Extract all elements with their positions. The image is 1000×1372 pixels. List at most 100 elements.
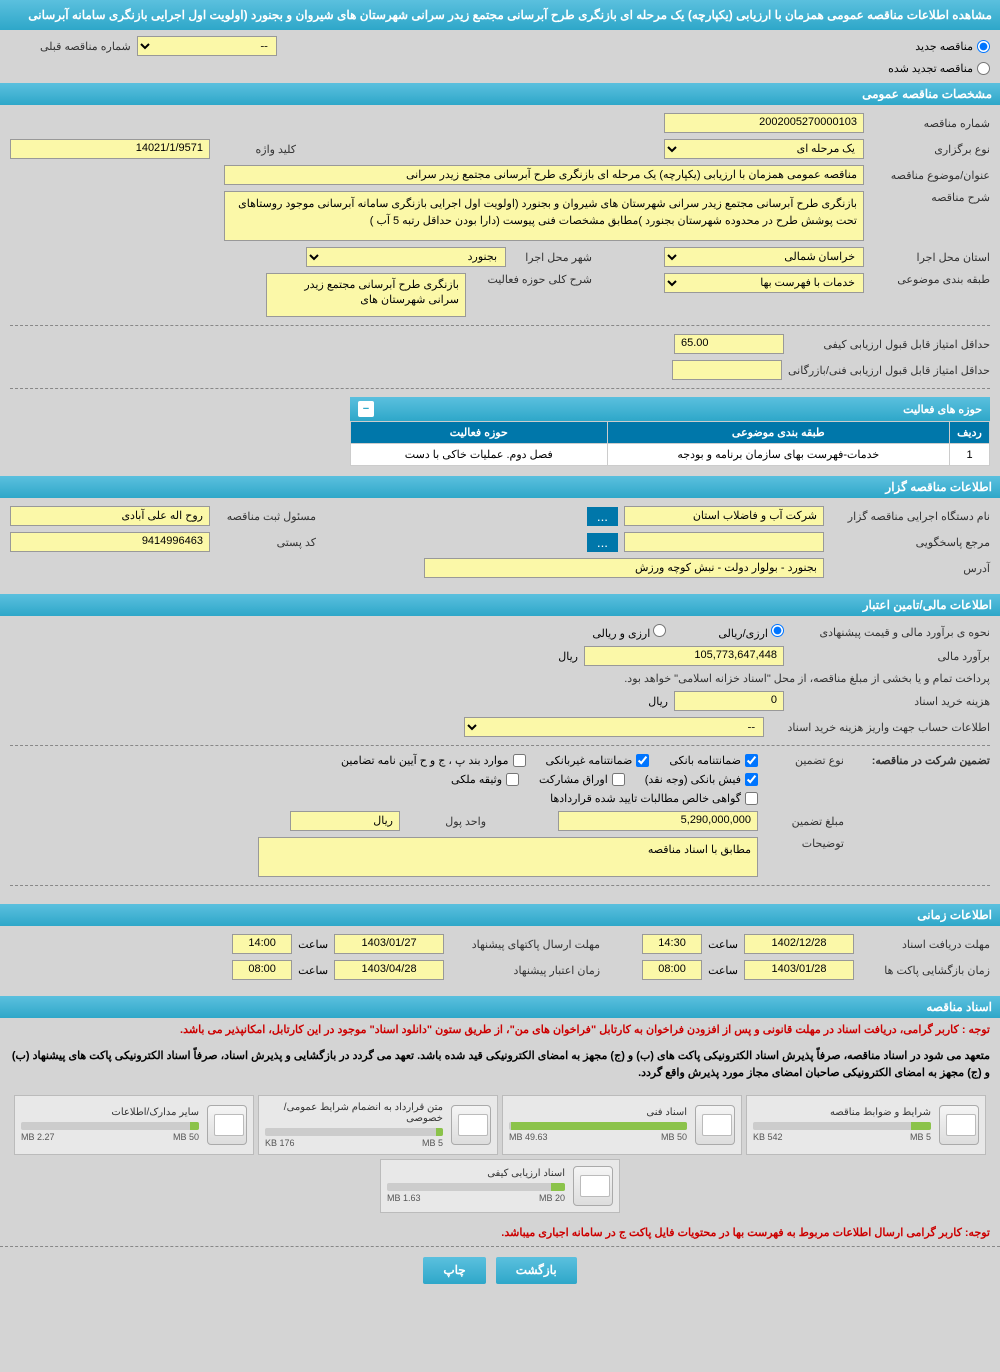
- subject-label: عنوان/موضوع مناقصه: [870, 169, 990, 182]
- folder-icon: [695, 1105, 735, 1145]
- folder-icon: [573, 1166, 613, 1206]
- receipt-time: 14:30: [642, 934, 702, 954]
- doc-cost-label: هزینه خرید اسناد: [790, 695, 990, 708]
- org-field: شرکت آب و فاضلاب استان: [624, 506, 824, 526]
- prev-tender-label: شماره مناقصه قبلی: [40, 40, 131, 53]
- min-quality-label: حداقل امتیاز قابل قبول ارزیابی کیفی: [790, 338, 990, 351]
- desc-field: بازنگری طرح آبرسانی مجتمع زیدر سرانی شهر…: [224, 191, 864, 241]
- estimate-field: 105,773,647,448: [584, 646, 784, 666]
- guarantee-desc-field: مطابق با اسناد مناقصه: [258, 837, 758, 877]
- doc-cost-field: 0: [674, 691, 784, 711]
- doc-card-3[interactable]: متن قرارداد به انضمام شرایط عمومی/خصوصی …: [258, 1095, 498, 1155]
- rial-radio[interactable]: ارزی/ریالی: [718, 624, 784, 640]
- doc-card-5[interactable]: اسناد ارزیابی کیفی 20 MB1.63 MB: [380, 1159, 620, 1213]
- print-button[interactable]: چاپ: [423, 1257, 485, 1284]
- min-tech-label: حداقل امتیاز قابل قبول ارزیابی فنی/بازرگ…: [788, 364, 990, 377]
- section-financial: اطلاعات مالی/تامین اعتبار: [0, 594, 1000, 616]
- guarantee-amount-field: 5,290,000,000: [558, 811, 758, 831]
- activity-table: ردیف طبقه بندی موضوعی حوزه فعالیت 1 خدما…: [350, 421, 990, 466]
- validity-time: 08:00: [232, 960, 292, 980]
- payment-note: پرداخت تمام و یا بخشی از مبلغ مناقصه، از…: [624, 672, 990, 685]
- prev-tender-select[interactable]: --: [137, 36, 277, 56]
- estimate-label: برآورد مالی: [790, 650, 990, 663]
- category-select[interactable]: خدمات با فهرست بها: [664, 273, 864, 293]
- doc-card-4[interactable]: سایر مدارک/اطلاعات 50 MB2.27 MB: [14, 1095, 254, 1155]
- guarantee-opt6[interactable]: وثیقه ملکی: [451, 773, 519, 786]
- page-title: مشاهده اطلاعات مناقصه عمومی همزمان با ار…: [0, 0, 1000, 30]
- account-select[interactable]: --: [464, 717, 764, 737]
- min-tech-field: [672, 360, 782, 380]
- activity-scope-label: شرح کلی حوزه فعالیت: [472, 273, 592, 286]
- account-label: اطلاعات حساب جهت واریز هزینه خرید اسناد: [770, 721, 990, 734]
- address-field: بجنورد - بولوار دولت - نبش کوچه ورزش: [424, 558, 824, 578]
- opening-date: 1403/01/28: [744, 960, 854, 980]
- guarantee-opt7[interactable]: گواهی خالص مطالبات تایید شده قراردادها: [550, 792, 758, 805]
- ref-field: [624, 532, 824, 552]
- validity-label: زمان اعتبار پیشنهاد: [450, 964, 600, 977]
- postal-label: کد پستی: [216, 536, 316, 549]
- folder-icon: [451, 1105, 491, 1145]
- opening-label: زمان بازگشایی پاکت ها: [860, 964, 990, 977]
- docs-note1: توجه : کاربر گرامی، دریافت اسناد در مهلت…: [0, 1018, 1000, 1044]
- guarantee-type-label: نوع تضمین: [764, 754, 844, 767]
- section-timing: اطلاعات زمانی: [0, 904, 1000, 926]
- doc-card-1[interactable]: شرایط و ضوابط مناقصه 5 MB542 KB: [746, 1095, 986, 1155]
- guarantee-unit-label: واحد پول: [406, 815, 486, 828]
- renewed-tender-radio[interactable]: مناقصه تجدید شده: [888, 62, 990, 75]
- guarantee-opt2[interactable]: ضمانتنامه غیربانکی: [546, 754, 650, 767]
- keyword-field: 14021/1/9571: [10, 139, 210, 159]
- reg-field: روح اله علی آبادی: [10, 506, 210, 526]
- holding-type-select[interactable]: یک مرحله ای: [664, 139, 864, 159]
- guarantee-desc-label: توضیحات: [764, 837, 844, 850]
- docs-note3: توجه: کاربر گرامی ارسال اطلاعات مربوط به…: [0, 1221, 1000, 1247]
- min-quality-field: 65.00: [674, 334, 784, 354]
- guarantee-unit-field: ریال: [290, 811, 400, 831]
- guarantee-amount-label: مبلغ تضمین: [764, 815, 844, 828]
- section-general: مشخصات مناقصه عمومی: [0, 83, 1000, 105]
- doc-card-2[interactable]: اسناد فنی 50 MB49.63 MB: [502, 1095, 742, 1155]
- tender-type-row: مناقصه جدید -- شماره مناقصه قبلی: [0, 30, 1000, 62]
- org-label: نام دستگاه اجرایی مناقصه گزار: [830, 510, 990, 523]
- category-label: طبقه بندی موضوعی: [870, 273, 990, 286]
- tender-no-field: 2002005270000103: [664, 113, 864, 133]
- section-docs: اسناد مناقصه: [0, 996, 1000, 1018]
- org-lookup-button[interactable]: ...: [587, 507, 618, 526]
- activity-table-header: حوزه های فعالیت −: [350, 397, 990, 421]
- packet-time: 14:00: [232, 934, 292, 954]
- folder-icon: [207, 1105, 247, 1145]
- keyword-label: کلید واژه: [216, 143, 296, 156]
- estimate-type-label: نحوه ی برآورد مالی و قیمت پیشنهادی: [790, 626, 990, 639]
- subject-field: مناقصه عمومی همزمان با ارزیابی (یکپارچه)…: [224, 165, 864, 185]
- rial-unit: ریال: [558, 650, 578, 663]
- guarantee-opt4[interactable]: فیش بانکی (وجه نقد): [645, 773, 758, 786]
- table-row: 1 خدمات-فهرست بهای سازمان برنامه و بودجه…: [351, 444, 990, 466]
- province-select[interactable]: خراسان شمالی: [664, 247, 864, 267]
- ref-lookup-button[interactable]: ...: [587, 533, 618, 552]
- validity-date: 1403/04/28: [334, 960, 444, 980]
- city-label: شهر محل اجرا: [512, 251, 592, 264]
- new-tender-radio[interactable]: مناقصه جدید: [915, 40, 990, 53]
- ref-label: مرجع پاسخگویی: [830, 536, 990, 549]
- section-organizer: اطلاعات مناقصه گزار: [0, 476, 1000, 498]
- province-label: استان محل اجرا: [870, 251, 990, 264]
- tender-no-label: شماره مناقصه: [870, 117, 990, 130]
- address-label: آدرس: [830, 562, 990, 575]
- packet-date: 1403/01/27: [334, 934, 444, 954]
- guarantee-opt5[interactable]: اوراق مشارکت: [539, 773, 625, 786]
- reg-label: مسئول ثبت مناقصه: [216, 510, 316, 523]
- holding-type-label: نوع برگزاری: [870, 143, 990, 156]
- doc-grid: شرایط و ضوابط مناقصه 5 MB542 KB اسناد فن…: [0, 1087, 1000, 1221]
- receipt-label: مهلت دریافت اسناد: [860, 938, 990, 951]
- packet-label: مهلت ارسال پاکتهای پیشنهاد: [450, 938, 600, 951]
- city-select[interactable]: بجنورد: [306, 247, 506, 267]
- docs-note2: متعهد می شود در اسناد مناقصه، صرفاً پذیر…: [0, 1044, 1000, 1087]
- guarantee-opt1[interactable]: ضمانتنامه بانکی: [669, 754, 758, 767]
- back-button[interactable]: بازگشت: [496, 1257, 577, 1284]
- guarantee-opt3[interactable]: موارد بند پ ، ج و ح آیین نامه تضامین: [341, 754, 525, 767]
- activity-scope-field: بازنگری طرح آبرسانی مجتمع زیدر سرانی شهر…: [266, 273, 466, 317]
- postal-field: 9414996463: [10, 532, 210, 552]
- collapse-icon[interactable]: −: [358, 401, 374, 417]
- folder-icon: [939, 1105, 979, 1145]
- desc-label: شرح مناقصه: [870, 191, 990, 204]
- currency-radio[interactable]: ارزی و ریالی: [592, 624, 666, 640]
